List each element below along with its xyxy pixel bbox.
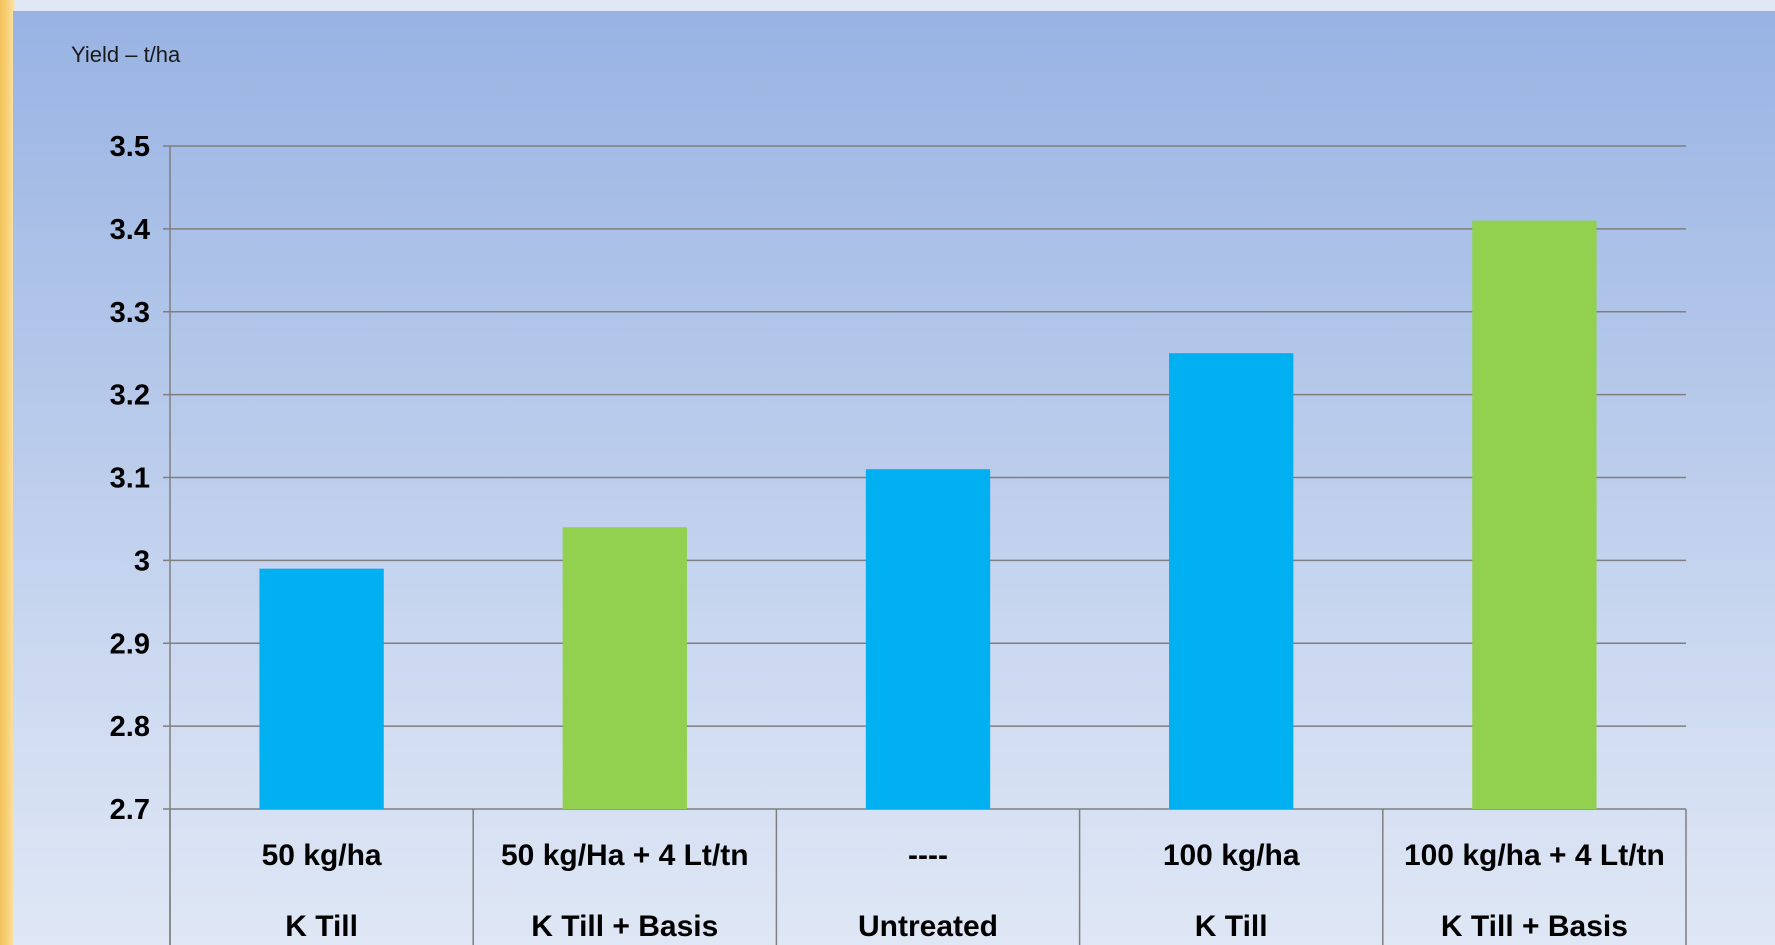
category-label-line1: 50 kg/ha — [262, 839, 382, 872]
bar-chart: 2.7 2.8 2.9 3 3.1 3.2 3.3 3.4 3.5 50 kg/ha K Till… — [110, 131, 1687, 945]
y-tick-label: 3.2 — [110, 380, 150, 412]
category-label-line1: 100 kg/ha — [1163, 839, 1300, 872]
category-label-line2: K Till — [285, 910, 358, 943]
category-label-line1: 100 kg/ha + 4 Lt/tn — [1404, 839, 1665, 872]
y-tick-label: 3 — [134, 545, 150, 577]
y-tick-label: 3.4 — [110, 214, 150, 246]
category-label-line2: K Till — [1195, 910, 1268, 943]
y-tick-label: 2.9 — [110, 628, 150, 660]
bar — [865, 469, 991, 809]
chart-panel: Yield – t/ha 2.7 2.8 2.9 3 3.1 3.2 3.3 3.4 3.5 5… — [13, 11, 1775, 945]
y-tick-label: 2.8 — [110, 711, 150, 743]
category-label-line2: Untreated — [858, 910, 998, 943]
category-label-line2: K Till + Basis — [531, 910, 718, 943]
y-tick-label: 3.1 — [110, 463, 150, 495]
bar — [1169, 353, 1294, 809]
y-tick-label: 3.3 — [110, 297, 150, 329]
category-label-line1: ---- — [908, 839, 948, 872]
y-axis-title: Yield – t/ha — [71, 42, 181, 67]
y-tick-label: 2.7 — [110, 794, 150, 826]
bar — [259, 568, 384, 809]
category-label-line1: 50 kg/Ha + 4 Lt/tn — [501, 839, 749, 872]
bar — [562, 527, 687, 809]
bar — [1472, 220, 1597, 809]
category-label-line2: K Till + Basis — [1441, 910, 1628, 943]
y-tick-label: 3.5 — [110, 131, 150, 163]
